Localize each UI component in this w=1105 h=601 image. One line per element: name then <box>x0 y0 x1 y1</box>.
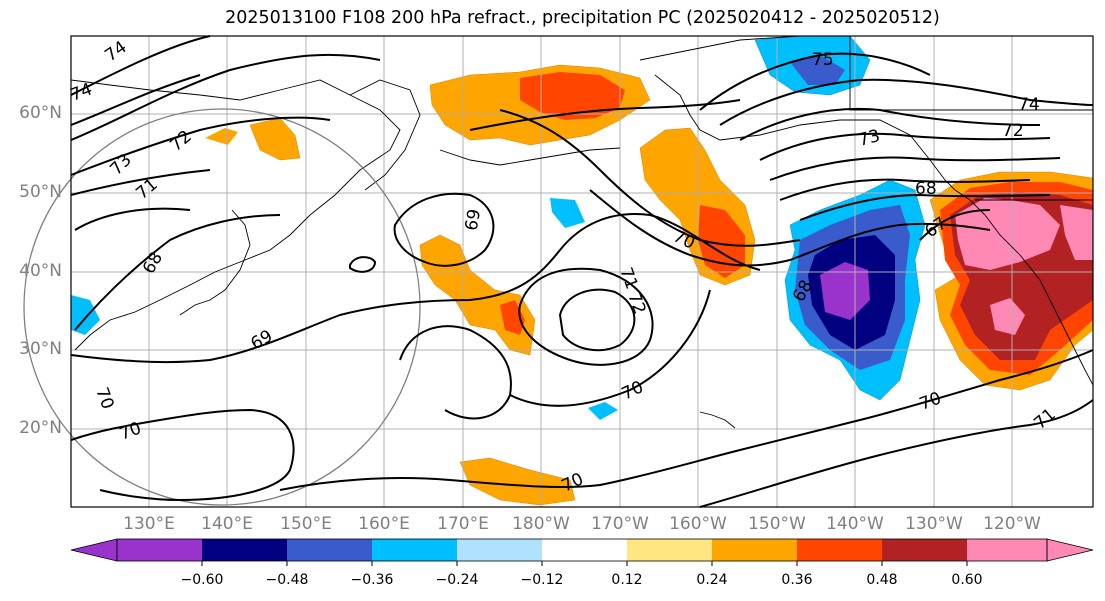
grid-lines <box>71 36 1093 507</box>
contour-68-asia <box>74 214 281 331</box>
map-title: 2025013100 F108 200 hPa refract., precip… <box>225 8 940 28</box>
lon-label: 170°E <box>437 514 489 534</box>
lat-label: 40°N <box>19 261 62 281</box>
contour-75-north <box>699 52 931 111</box>
contour-71-gulf <box>469 99 741 131</box>
contour-68-center <box>393 192 495 267</box>
strong-negative-northeast <box>790 55 845 85</box>
strong-positive-aleutians <box>520 72 625 120</box>
lat-label: 20°N <box>19 418 62 438</box>
lat-label: 50°N <box>19 182 62 202</box>
colorbar-bin <box>712 539 797 561</box>
negative-anomaly-small <box>550 198 585 228</box>
contour-69-japan <box>70 213 761 364</box>
contour-67-north <box>919 209 991 241</box>
negative-anomaly-south <box>588 402 618 420</box>
colorbar-label: −0.48 <box>265 572 309 588</box>
lon-label: 150°E <box>280 514 332 534</box>
lat-label: 30°N <box>19 339 62 359</box>
colorbar-ticks <box>201 561 968 566</box>
lon-label: 140°W <box>826 514 884 534</box>
colorbar-bin <box>542 539 627 561</box>
contour-70-north-center <box>499 109 801 247</box>
extreme-negative-eastpac <box>820 262 870 320</box>
contour-label: 68 <box>915 179 937 199</box>
contour-74-north <box>719 78 1094 126</box>
extreme-positive-westcoast-2 <box>1060 205 1093 260</box>
refractivity-contours <box>70 35 1094 508</box>
colorbar-label: 0.48 <box>866 572 898 588</box>
colorbar-label: 0.12 <box>611 572 643 588</box>
colorbar-frame <box>116 538 1048 562</box>
colorbar-label: −0.60 <box>180 572 224 588</box>
contour-label: 69 <box>459 207 482 232</box>
colorbar-bin <box>797 539 882 561</box>
range-circle <box>23 108 421 506</box>
extreme-positive-westcoast-3 <box>990 298 1025 335</box>
lon-label: 130°E <box>123 514 175 534</box>
contour-70-southcenter <box>279 349 1094 491</box>
coastline-asia <box>70 79 401 351</box>
coastline-kamchatka <box>349 79 421 191</box>
colorbar-label: 0.60 <box>951 572 983 588</box>
contour-71-center <box>518 267 654 366</box>
colorbar-bin <box>457 539 542 561</box>
extreme-positive-westcoast <box>955 198 1060 270</box>
lon-label: 180°W <box>512 514 570 534</box>
contour-72-north <box>759 132 1051 161</box>
contour-label: 74 <box>1018 95 1040 115</box>
colorbar-bin <box>372 539 457 561</box>
colorbar <box>70 538 1094 566</box>
colorbar-bin <box>627 539 712 561</box>
contour-72-west <box>70 53 381 141</box>
contour-68-north <box>799 193 1051 221</box>
positive-anomaly-japan-2 <box>205 128 238 145</box>
contour-71-southeast <box>699 399 1094 508</box>
contour-70-center <box>399 289 711 420</box>
contour-label: 75 <box>812 50 834 70</box>
coastline-japan <box>179 209 251 316</box>
lon-label: 120°W <box>983 514 1041 534</box>
contour-label: 72 <box>1002 121 1024 141</box>
colorbar-label: 0.36 <box>781 572 813 588</box>
lon-label: 170°W <box>591 514 649 534</box>
colorbar-bin <box>202 539 287 561</box>
contour-69-asia <box>74 207 191 231</box>
map-panel: 74 74 72 73 71 68 69 70 70 69 71 72 70 7… <box>23 35 1094 508</box>
colorbar-label: −0.36 <box>350 572 394 588</box>
colorbar-bin <box>882 539 967 561</box>
contour-74-west <box>70 35 211 96</box>
contour-70-south <box>70 408 295 502</box>
lat-label: 60°N <box>19 103 62 123</box>
coastline-hawaii <box>699 411 736 429</box>
map-frame <box>70 35 1094 508</box>
contour-72-center <box>558 288 636 352</box>
positive-anomaly-south <box>459 457 576 506</box>
colorbar-label: −0.12 <box>520 572 564 588</box>
contour-70-north <box>779 178 1031 201</box>
coastline-aleutians <box>439 147 621 166</box>
lon-label: 130°W <box>905 514 963 534</box>
lon-label: 160°W <box>669 514 727 534</box>
colorbar-high-extension <box>1046 538 1094 562</box>
lon-label: 160°E <box>358 514 410 534</box>
colorbar-low-extension <box>70 538 118 562</box>
contour-70-west <box>70 169 211 196</box>
colorbar-bin <box>287 539 372 561</box>
contour-73-north <box>739 107 1041 141</box>
colorbar-bin <box>117 539 202 561</box>
contour-71-north <box>769 156 1061 181</box>
contour-71-west <box>70 116 331 176</box>
contour-small-center <box>349 256 377 273</box>
contour-70-gulf <box>589 189 991 267</box>
colorbar-label: −0.24 <box>435 572 479 588</box>
lon-label: 140°E <box>201 514 253 534</box>
coastline-northamerica <box>954 189 1094 386</box>
colorbar-bin <box>967 539 1047 561</box>
contour-73-west <box>70 74 201 126</box>
colorbar-label: 0.24 <box>696 572 728 588</box>
lon-label: 150°W <box>748 514 806 534</box>
